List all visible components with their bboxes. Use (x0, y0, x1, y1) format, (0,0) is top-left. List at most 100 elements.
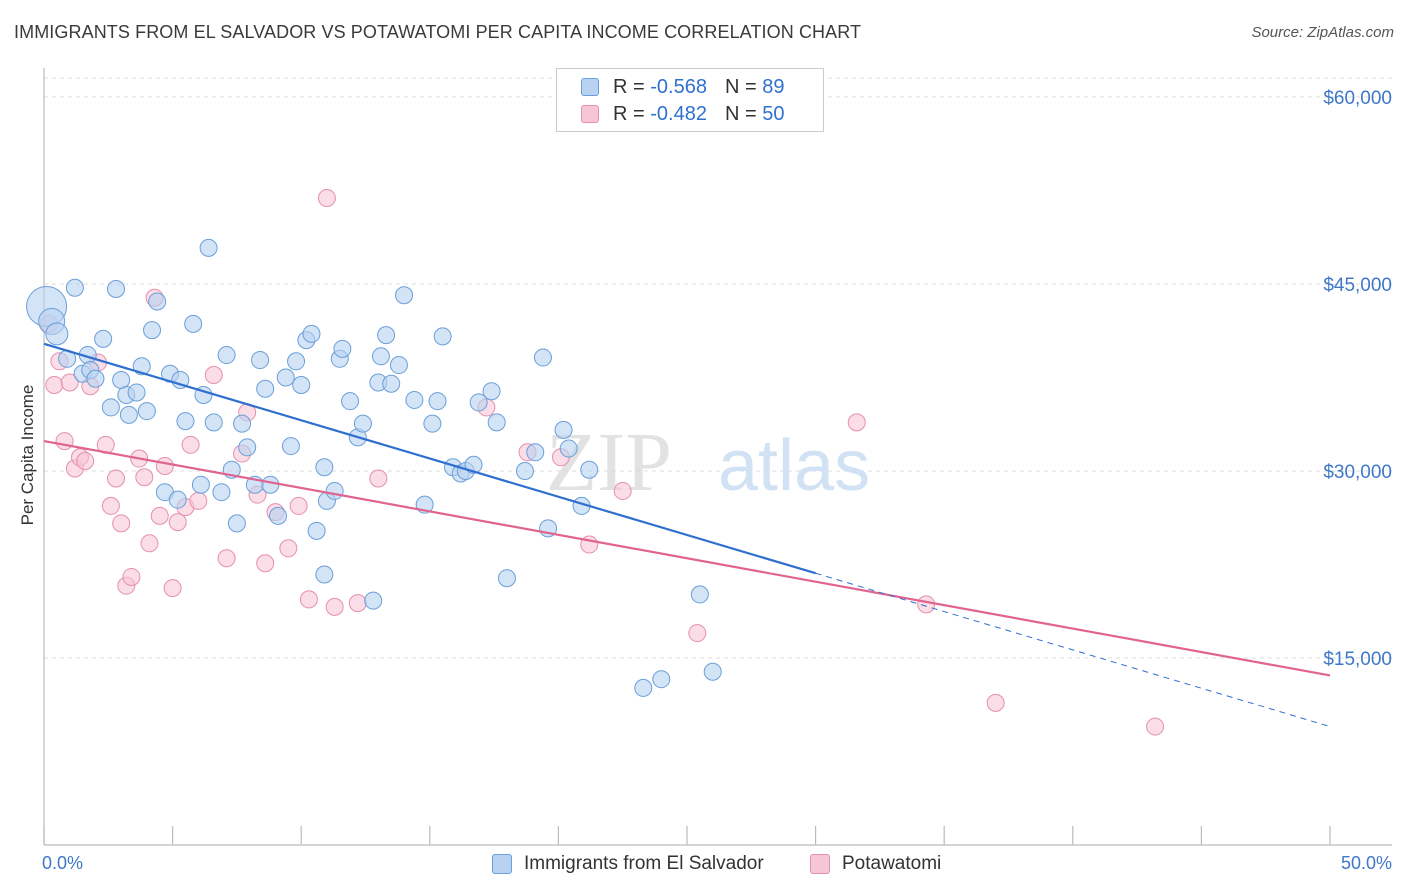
legend-r-label: R = (613, 75, 645, 98)
legend-swatch-blue (581, 78, 599, 96)
point-el-salvador (107, 279, 126, 298)
legend-r-value: -0.482 (650, 102, 707, 125)
trend-line-el-salvador (43, 342, 816, 575)
y-tick-label: $45,000 (1323, 275, 1392, 296)
point-el-salvador (469, 393, 488, 412)
point-potawatomi (155, 457, 174, 476)
bottom-legend-label: Potawatomi (842, 853, 942, 874)
point-el-salvador (353, 414, 372, 433)
series-potawatomi (40, 188, 1165, 736)
point-potawatomi (76, 452, 95, 471)
point-el-salvador (433, 327, 452, 346)
point-potawatomi (279, 539, 298, 558)
trend-line-potawatomi (43, 439, 1331, 677)
point-el-salvador (251, 351, 270, 370)
point-el-salvador (428, 392, 447, 411)
point-el-salvador (389, 356, 408, 375)
legend-n-value: 89 (762, 75, 785, 98)
point-potawatomi (317, 188, 336, 207)
point-el-salvador (554, 420, 573, 439)
point-el-salvador (703, 662, 722, 681)
point-el-salvador (423, 414, 442, 433)
point-el-salvador (559, 439, 578, 458)
point-el-salvador (86, 369, 105, 388)
legend-swatch-pink (581, 105, 599, 123)
point-potawatomi (204, 366, 223, 385)
tick-labels: $15,000 $30,000 $45,000 $60,000 0.0% 50.0% (42, 88, 1392, 873)
point-el-salvador (94, 329, 113, 348)
point-el-salvador (307, 521, 326, 540)
point-el-salvador (148, 292, 167, 311)
point-potawatomi (168, 513, 187, 532)
point-el-salvador (199, 238, 218, 257)
point-el-salvador (112, 370, 131, 389)
point-el-salvador (191, 475, 210, 494)
trend-lines (43, 342, 1331, 728)
bottom-swatch-pink (810, 854, 830, 874)
point-potawatomi (60, 373, 79, 392)
point-el-salvador (101, 398, 120, 417)
point-el-salvador (261, 475, 280, 494)
point-potawatomi (189, 491, 208, 510)
y-tick-label: $15,000 (1323, 649, 1392, 670)
legend-r-value: -0.568 (650, 75, 707, 98)
point-el-salvador (690, 585, 709, 604)
point-el-salvador (217, 346, 236, 365)
legend-row-potawatomi: R = -0.482 N = 50 (581, 101, 784, 127)
point-el-salvador (634, 678, 653, 697)
point-el-salvador (176, 412, 195, 431)
point-el-salvador (533, 348, 552, 367)
point-el-salvador (382, 374, 401, 393)
point-potawatomi (688, 624, 707, 643)
point-el-salvador (238, 438, 257, 457)
point-el-salvador (497, 569, 516, 588)
point-potawatomi (348, 594, 367, 613)
bottom-legend-label: Immigrants from El Salvador (524, 853, 764, 874)
point-el-salvador (395, 286, 414, 305)
point-el-salvador (515, 462, 534, 480)
watermark-atlas: atlas (718, 426, 870, 506)
point-el-salvador (45, 322, 69, 346)
trend-line-el-salvador-extension (815, 572, 1331, 728)
point-el-salvador (464, 455, 483, 474)
y-tick-label: $30,000 (1323, 462, 1392, 483)
point-potawatomi (369, 469, 388, 488)
point-el-salvador (292, 375, 311, 394)
point-el-salvador (580, 460, 599, 479)
point-el-salvador (482, 382, 501, 401)
x-tick-label-right: 50.0% (1341, 853, 1392, 873)
point-el-salvador (405, 390, 424, 409)
point-el-salvador (287, 352, 306, 371)
point-potawatomi (1146, 717, 1165, 736)
point-potawatomi (45, 375, 64, 394)
legend-n-label: N = (724, 102, 757, 125)
point-potawatomi (613, 481, 632, 500)
point-el-salvador (184, 314, 203, 333)
point-el-salvador (269, 506, 288, 525)
point-potawatomi (917, 595, 936, 614)
x-tick-label-left: 0.0% (42, 853, 83, 873)
point-potawatomi (122, 567, 141, 586)
point-el-salvador (119, 405, 138, 424)
chart-title: IMMIGRANTS FROM EL SALVADOR VS POTAWATOM… (14, 22, 862, 42)
axes (43, 68, 1392, 846)
bottom-legend-el-salvador: Immigrants from El Salvador (492, 852, 764, 876)
point-el-salvador (168, 490, 187, 509)
point-potawatomi (101, 496, 120, 515)
point-el-salvador (256, 379, 275, 398)
point-potawatomi (299, 590, 318, 609)
point-el-salvador (325, 481, 344, 500)
point-potawatomi (140, 534, 159, 553)
point-potawatomi (135, 468, 154, 487)
point-el-salvador (364, 591, 383, 610)
point-el-salvador (212, 483, 231, 502)
watermark: ZIP atlas (546, 416, 870, 509)
bottom-legend-potawatomi: Potawatomi (810, 852, 941, 876)
point-potawatomi (847, 413, 866, 432)
point-el-salvador (281, 437, 300, 456)
point-el-salvador (652, 670, 671, 689)
legend-n-label: N = (724, 75, 757, 98)
point-potawatomi (289, 496, 308, 515)
y-axis-label: Per Capita Income (18, 384, 37, 526)
